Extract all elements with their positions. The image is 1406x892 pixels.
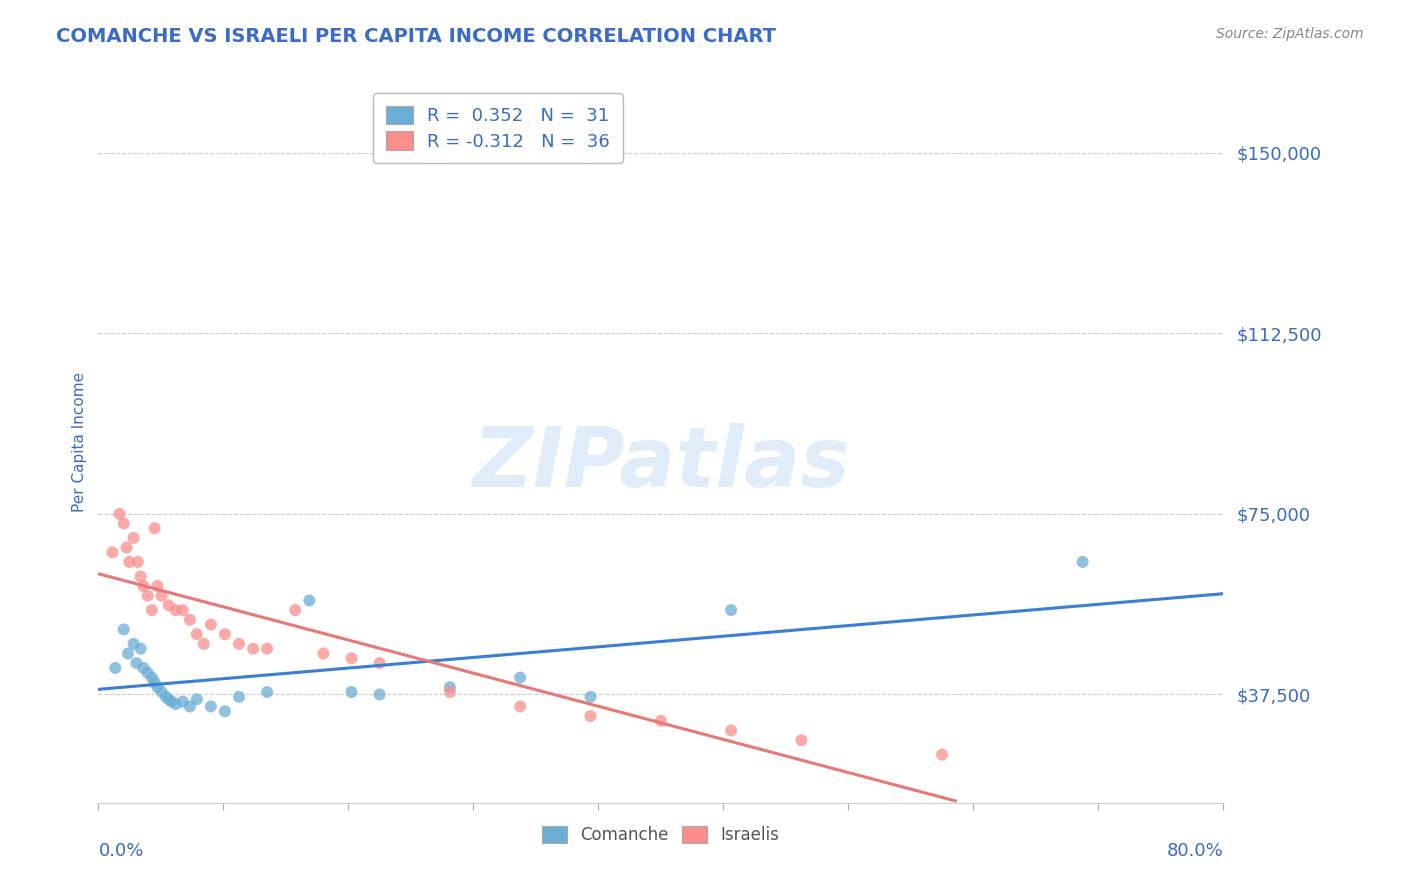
Point — [141, 603, 163, 617]
Point — [193, 637, 215, 651]
Point — [179, 699, 201, 714]
Point — [141, 671, 163, 685]
Point — [186, 627, 208, 641]
Point — [101, 545, 124, 559]
Point — [118, 555, 141, 569]
Point — [256, 641, 278, 656]
Text: 80.0%: 80.0% — [1167, 842, 1223, 860]
Point — [136, 665, 159, 680]
Point — [132, 661, 155, 675]
Point — [136, 589, 159, 603]
Text: ZIPatlas: ZIPatlas — [472, 423, 849, 504]
Point — [157, 692, 180, 706]
Point — [186, 692, 208, 706]
Point — [509, 671, 531, 685]
Point — [150, 685, 173, 699]
Point — [146, 579, 169, 593]
Point — [200, 617, 222, 632]
Point — [214, 704, 236, 718]
Point — [312, 647, 335, 661]
Point — [172, 695, 194, 709]
Point — [298, 593, 321, 607]
Point — [179, 613, 201, 627]
Point — [284, 603, 307, 617]
Point — [115, 541, 138, 555]
Point — [157, 599, 180, 613]
Point — [340, 685, 363, 699]
Point — [143, 675, 166, 690]
Text: COMANCHE VS ISRAELI PER CAPITA INCOME CORRELATION CHART: COMANCHE VS ISRAELI PER CAPITA INCOME CO… — [56, 27, 776, 45]
Point — [720, 603, 742, 617]
Point — [931, 747, 953, 762]
Point — [150, 589, 173, 603]
Point — [165, 603, 187, 617]
Text: 0.0%: 0.0% — [98, 842, 143, 860]
Point — [143, 521, 166, 535]
Point — [129, 569, 152, 583]
Point — [155, 690, 177, 704]
Point — [340, 651, 363, 665]
Point — [200, 699, 222, 714]
Point — [242, 641, 264, 656]
Point — [720, 723, 742, 738]
Point — [108, 507, 131, 521]
Point — [125, 656, 148, 670]
Point — [127, 555, 149, 569]
Point — [214, 627, 236, 641]
Point — [160, 695, 183, 709]
Y-axis label: Per Capita Income: Per Capita Income — [72, 371, 87, 512]
Point — [579, 690, 602, 704]
Point — [165, 697, 187, 711]
Point — [112, 516, 135, 531]
Point — [368, 687, 391, 701]
Legend: Comanche, Israelis: Comanche, Israelis — [534, 817, 787, 852]
Point — [228, 690, 250, 704]
Point — [790, 733, 813, 747]
Point — [117, 647, 139, 661]
Point — [439, 685, 461, 699]
Point — [439, 680, 461, 694]
Point — [172, 603, 194, 617]
Point — [509, 699, 531, 714]
Text: Source: ZipAtlas.com: Source: ZipAtlas.com — [1216, 27, 1364, 41]
Point — [112, 623, 135, 637]
Point — [368, 656, 391, 670]
Point — [228, 637, 250, 651]
Point — [132, 579, 155, 593]
Point — [129, 641, 152, 656]
Point — [1071, 555, 1094, 569]
Point — [104, 661, 127, 675]
Point — [122, 637, 145, 651]
Point — [650, 714, 672, 728]
Point — [579, 709, 602, 723]
Point — [256, 685, 278, 699]
Point — [146, 680, 169, 694]
Point — [122, 531, 145, 545]
